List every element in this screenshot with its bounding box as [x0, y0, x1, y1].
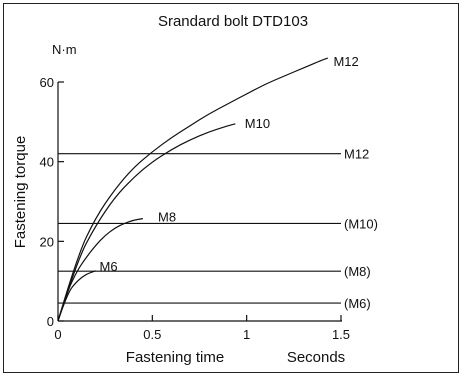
- curve-label: M12: [333, 54, 358, 69]
- curve-label: M8: [158, 209, 176, 224]
- y-tick-label: 20: [40, 234, 54, 249]
- reference-line-label: (M10): [344, 216, 378, 231]
- y-tick-label: 60: [40, 75, 54, 90]
- x-tick-label: 1.5: [332, 327, 350, 342]
- curve-m8: [57, 218, 144, 322]
- y-tick-label: 40: [40, 155, 54, 170]
- reference-line-label: (M8): [344, 264, 371, 279]
- y-axis-label: Fastening torque: [12, 136, 29, 249]
- x-tick-label: 0.5: [143, 327, 161, 342]
- curve-label: M10: [245, 116, 270, 131]
- curve-m10: [57, 123, 236, 322]
- x-tick-label: 1: [243, 327, 250, 342]
- x-unit-label: Seconds: [287, 349, 345, 366]
- torque-curves: [57, 57, 329, 322]
- chart-frame: [3, 3, 459, 373]
- x-tick-label: 0: [54, 327, 61, 342]
- reference-line-label: (M6): [344, 296, 371, 311]
- curve-m12: [57, 57, 329, 322]
- axis-ticks: 0 20 40 60 0 0.5 1 1.5: [40, 75, 351, 342]
- curve-label: M6: [100, 259, 118, 274]
- chart-title: Srandard bolt DTD103: [158, 13, 308, 30]
- curve-m6: [57, 270, 96, 322]
- reference-line-label: M12: [344, 147, 369, 162]
- y-unit-label: N·m: [52, 42, 77, 57]
- y-tick-label: 0: [47, 314, 54, 329]
- x-axis-label: Fastening time: [126, 349, 224, 366]
- curve-labels: M12 M10 M8 M6: [100, 54, 359, 274]
- reference-lines: M12 (M10) (M8) (M6): [58, 147, 378, 311]
